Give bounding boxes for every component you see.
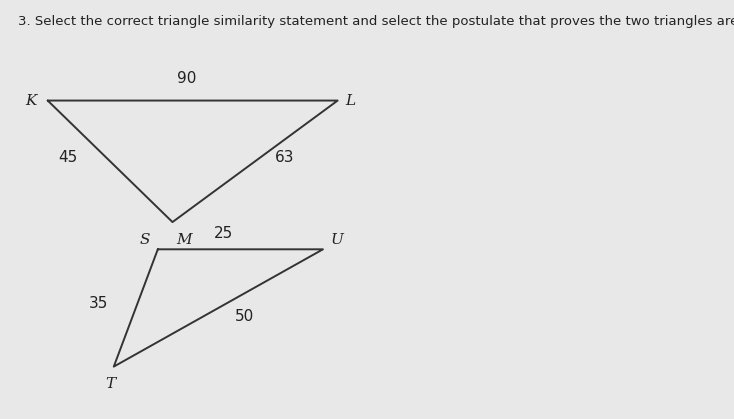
Text: L: L (345, 93, 355, 108)
Text: T: T (105, 377, 115, 391)
Text: 63: 63 (275, 150, 295, 165)
Text: 45: 45 (58, 150, 77, 165)
Text: 25: 25 (214, 226, 233, 241)
Text: 35: 35 (90, 296, 109, 311)
Text: S: S (140, 233, 150, 247)
Text: 50: 50 (235, 309, 254, 324)
Text: 90: 90 (178, 71, 197, 86)
Text: M: M (176, 233, 192, 246)
Text: U: U (330, 233, 344, 247)
Text: K: K (26, 93, 37, 108)
Text: 3. Select the correct triangle similarity statement and select the postulate tha: 3. Select the correct triangle similarit… (18, 15, 734, 28)
